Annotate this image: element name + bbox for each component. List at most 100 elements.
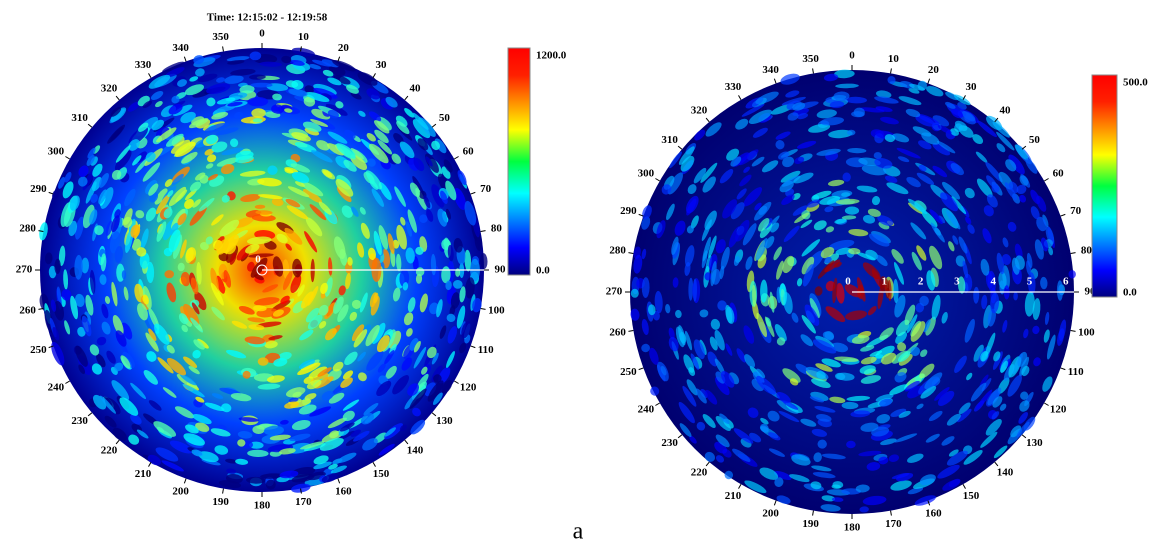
speckle <box>324 302 336 320</box>
speckle <box>369 143 389 164</box>
speckle <box>990 292 1000 314</box>
speckle <box>867 208 881 217</box>
speckle <box>289 433 311 442</box>
speckle <box>177 213 187 226</box>
speckle <box>844 284 862 298</box>
speckle <box>284 401 300 409</box>
speckle <box>701 219 712 242</box>
speckle <box>192 349 201 359</box>
speckle <box>211 141 228 153</box>
speckle <box>85 294 94 316</box>
speckle <box>833 261 842 268</box>
speckle <box>226 349 247 359</box>
speckle <box>690 215 699 229</box>
angle-tick <box>677 434 683 439</box>
speckle <box>197 73 218 83</box>
speckle <box>873 152 882 160</box>
speckle <box>410 419 426 435</box>
speckle <box>867 306 877 316</box>
speckle <box>61 289 72 301</box>
speckle <box>100 395 116 414</box>
speckle <box>245 243 260 254</box>
speckle <box>93 394 107 410</box>
angle-label: 120 <box>460 382 477 394</box>
speckle <box>793 172 814 184</box>
speckle <box>124 188 136 207</box>
speckle <box>194 291 207 311</box>
speckle <box>1018 411 1028 424</box>
angle-label: 40 <box>409 83 421 95</box>
angle-tick <box>638 213 644 217</box>
colorbar-min-label: 0.0 <box>536 265 550 277</box>
speckle <box>291 47 315 57</box>
speckle <box>747 407 759 418</box>
speckle <box>404 391 421 410</box>
speckle <box>280 295 290 305</box>
speckle <box>307 286 319 306</box>
speckle <box>908 88 920 94</box>
speckle <box>686 225 694 234</box>
speckle <box>279 470 299 479</box>
speckle <box>1058 319 1067 341</box>
speckle <box>836 372 855 381</box>
speckle <box>769 291 775 313</box>
speckle <box>641 277 650 298</box>
speckle <box>936 140 956 154</box>
angle-label: 140 <box>997 466 1014 478</box>
speckle <box>892 133 910 143</box>
angle-label: 230 <box>661 437 678 449</box>
speckle <box>896 147 921 159</box>
polar-panel: 0 102030405060708090100110120130140150160… <box>606 50 1149 534</box>
speckle <box>135 157 149 174</box>
speckle <box>63 269 69 290</box>
speckle <box>211 306 225 321</box>
speckle <box>948 241 955 252</box>
speckle <box>809 298 820 319</box>
angle-label: 190 <box>212 496 229 508</box>
speckle <box>367 158 376 167</box>
speckle <box>374 129 389 144</box>
speckle <box>794 212 810 224</box>
speckle <box>111 281 118 307</box>
speckle <box>166 344 175 354</box>
speckle <box>426 209 434 222</box>
speckle <box>370 296 380 316</box>
speckle <box>164 178 173 188</box>
angle-label: 0 <box>849 50 855 62</box>
speckle <box>472 298 482 313</box>
speckle <box>758 218 770 232</box>
speckle <box>802 264 814 287</box>
speckle <box>835 83 859 89</box>
speckle <box>75 345 88 367</box>
speckle <box>932 165 948 178</box>
angle-label: 250 <box>30 344 47 356</box>
speckle <box>916 403 924 410</box>
speckle <box>845 310 868 321</box>
speckle <box>1007 374 1022 397</box>
speckle <box>183 356 198 368</box>
speckle <box>333 74 351 85</box>
speckle <box>941 436 955 446</box>
speckle <box>226 468 237 474</box>
speckle <box>307 314 323 330</box>
speckle <box>720 246 730 270</box>
speckle <box>816 148 841 156</box>
speckle <box>115 145 131 163</box>
speckle <box>668 327 675 340</box>
speckle <box>182 383 205 398</box>
speckle <box>291 420 311 431</box>
speckle <box>211 112 229 120</box>
speckle <box>894 433 918 443</box>
speckle <box>271 198 284 207</box>
speckle <box>145 332 159 352</box>
speckle <box>970 382 987 402</box>
speckle <box>1042 376 1053 392</box>
speckle <box>276 233 288 244</box>
speckle <box>893 278 899 304</box>
speckle <box>425 156 433 167</box>
speckle <box>148 400 162 411</box>
angle-tick <box>927 78 931 84</box>
speckle <box>392 375 410 395</box>
speckle <box>964 318 975 343</box>
speckle <box>690 353 700 370</box>
